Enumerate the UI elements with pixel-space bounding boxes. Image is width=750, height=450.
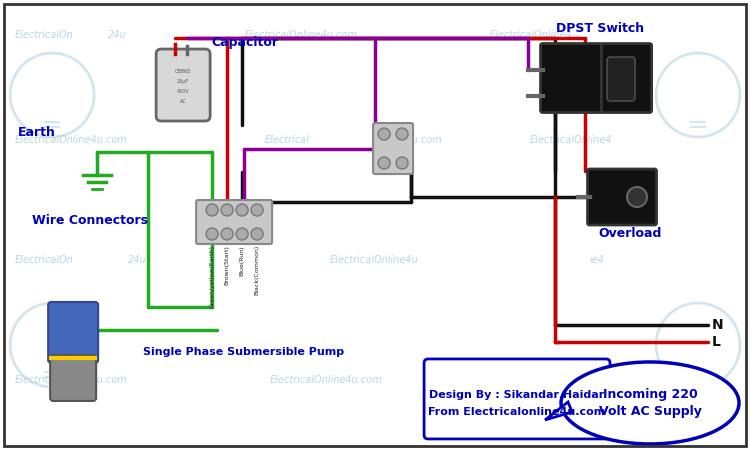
Circle shape: [221, 204, 233, 216]
Circle shape: [627, 187, 647, 207]
Circle shape: [236, 228, 248, 240]
Text: ElectricalOnline4: ElectricalOnline4: [490, 30, 573, 40]
Text: Black(Common): Black(Common): [254, 245, 260, 295]
FancyBboxPatch shape: [373, 123, 413, 174]
Circle shape: [378, 157, 390, 169]
Text: ElectricalOn: ElectricalOn: [15, 30, 74, 40]
FancyBboxPatch shape: [541, 44, 602, 112]
Polygon shape: [545, 402, 572, 420]
Text: ie4: ie4: [590, 255, 605, 265]
Text: ElectricalOnline4u.com: ElectricalOnline4u.com: [15, 375, 128, 385]
FancyBboxPatch shape: [50, 355, 96, 401]
FancyBboxPatch shape: [587, 169, 656, 225]
Circle shape: [378, 128, 390, 140]
FancyBboxPatch shape: [48, 302, 98, 363]
FancyBboxPatch shape: [156, 49, 210, 121]
Circle shape: [251, 228, 263, 240]
Text: Wire Connectors: Wire Connectors: [32, 213, 148, 226]
Circle shape: [251, 204, 263, 216]
Text: Green/yellow(Earth): Green/yellow(Earth): [209, 245, 214, 308]
FancyBboxPatch shape: [607, 57, 635, 101]
Text: Incoming 220: Incoming 220: [603, 388, 698, 401]
Text: ElectricalOnline4: ElectricalOnline4: [560, 375, 643, 385]
Text: 25μF: 25μF: [177, 79, 189, 84]
Circle shape: [396, 128, 408, 140]
Text: N: N: [712, 318, 724, 332]
Text: Online4u.com: Online4u.com: [375, 135, 442, 145]
Circle shape: [206, 204, 218, 216]
FancyBboxPatch shape: [424, 359, 610, 439]
Text: Electrical: Electrical: [265, 135, 310, 145]
Text: Single Phase Submersible Pump: Single Phase Submersible Pump: [143, 347, 344, 357]
Text: ElectricalOnline4u.com: ElectricalOnline4u.com: [15, 135, 128, 145]
Text: ElectricalOnline4u: ElectricalOnline4u: [330, 255, 419, 265]
Text: Earth: Earth: [18, 126, 56, 139]
FancyBboxPatch shape: [196, 200, 272, 244]
Text: Blue(Run): Blue(Run): [239, 245, 244, 275]
Text: Volt AC Supply: Volt AC Supply: [598, 405, 701, 418]
Text: ElectricalOn: ElectricalOn: [15, 255, 74, 265]
Text: L: L: [712, 335, 721, 349]
Text: DPST Switch: DPST Switch: [556, 22, 644, 35]
Text: AC: AC: [180, 99, 187, 104]
Circle shape: [206, 228, 218, 240]
Text: ElectricalOnline4: ElectricalOnline4: [530, 135, 613, 145]
Text: CBB65: CBB65: [175, 69, 191, 74]
Text: Overload: Overload: [598, 227, 662, 240]
Text: From Electricalonline4u.com: From Electricalonline4u.com: [428, 407, 606, 417]
Text: 24u: 24u: [128, 255, 147, 265]
Text: Brown(Start): Brown(Start): [224, 245, 230, 285]
Circle shape: [396, 157, 408, 169]
Text: Capacitor: Capacitor: [211, 36, 278, 49]
Ellipse shape: [561, 362, 739, 444]
Text: ElectricalOnline4u.com: ElectricalOnline4u.com: [270, 375, 382, 385]
Text: 24u: 24u: [108, 30, 127, 40]
Circle shape: [236, 204, 248, 216]
Text: ElectricalOnline4u.com: ElectricalOnline4u.com: [245, 30, 358, 40]
Text: Design By : Sikandar Haidar: Design By : Sikandar Haidar: [430, 390, 604, 400]
FancyBboxPatch shape: [602, 44, 652, 112]
Text: 450V: 450V: [177, 89, 190, 94]
Circle shape: [221, 228, 233, 240]
